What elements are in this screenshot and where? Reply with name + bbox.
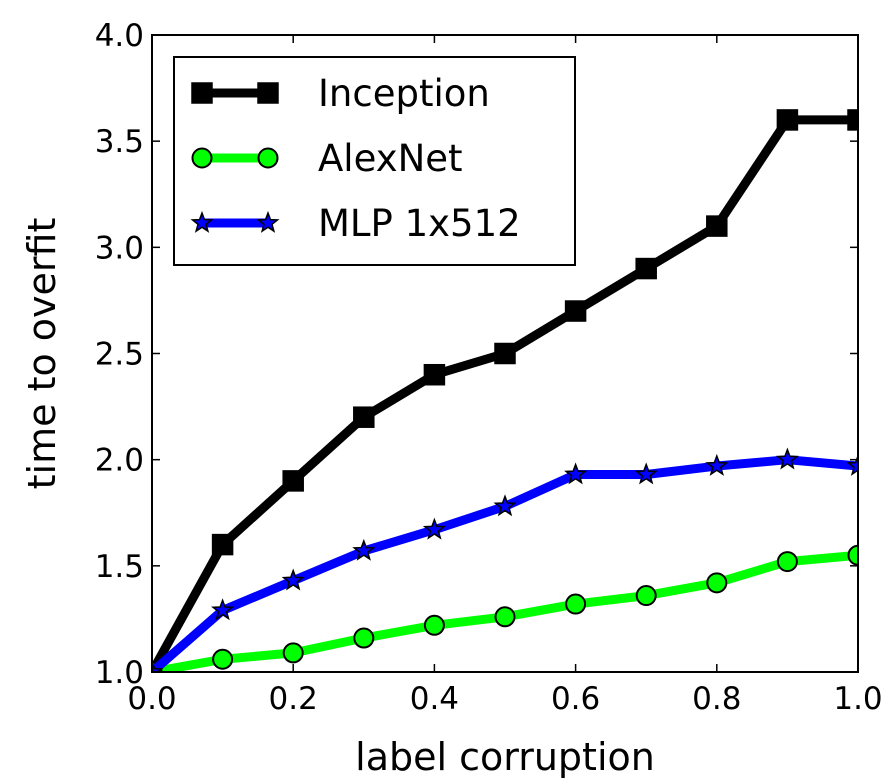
y-tick-label: 3.5 (95, 124, 144, 160)
data-point (281, 568, 305, 591)
x-tick-label: 0.2 (269, 681, 318, 717)
data-point (776, 551, 798, 573)
x-tick-label: 1.0 (833, 681, 882, 717)
y-tick-label: 2.0 (95, 443, 144, 479)
legend-marker (191, 147, 213, 169)
y-tick-label: 3.0 (95, 230, 144, 266)
legend-marker (191, 82, 213, 104)
y-tick-label: 2.5 (95, 337, 144, 373)
x-tick-label: 0.6 (551, 681, 600, 717)
data-point (494, 606, 516, 628)
legend-label: MLP 1x512 (318, 202, 521, 245)
legend-marker (190, 210, 214, 233)
plot-series-group (152, 109, 858, 672)
data-point (423, 363, 446, 386)
y-tick-label: 1.0 (95, 655, 144, 691)
data-point (211, 533, 234, 556)
y-tick-label: 1.5 (95, 549, 144, 585)
y-axis-label: time to overfit (20, 218, 64, 490)
data-point (565, 593, 587, 615)
data-point (776, 109, 799, 131)
data-point (211, 598, 235, 621)
x-tick-label: 0.4 (410, 681, 459, 717)
data-point (847, 544, 858, 566)
data-point (282, 642, 304, 664)
data-point (494, 342, 516, 365)
data-point (635, 257, 657, 280)
series-mlp-1x512 (152, 447, 858, 672)
y-tick-label: 4.0 (95, 18, 144, 54)
data-point (635, 585, 657, 607)
legend-entry: MLP 1x512 (190, 202, 521, 245)
legend-label: Inception (318, 72, 490, 115)
data-point (353, 627, 375, 649)
data-point (705, 453, 729, 476)
data-point (564, 462, 588, 485)
legend-entry: AlexNet (191, 137, 463, 180)
data-point (634, 462, 658, 485)
data-point (564, 300, 587, 322)
legend-marker (257, 82, 279, 104)
data-point (282, 470, 304, 492)
data-point (706, 572, 728, 594)
data-point (847, 109, 858, 131)
data-point (423, 614, 445, 636)
x-axis-label: label corruption (355, 735, 655, 779)
data-point (775, 447, 799, 470)
series-inception (152, 109, 858, 672)
axis-ticks: 0.0 0.2 0.4 0.6 0.8 1.0 1.0 1.5 2.0 2.5 3.0 3.5 4.0 (95, 18, 883, 717)
series-alexnet (152, 544, 858, 672)
x-tick-label: 0.8 (692, 681, 741, 717)
data-point (706, 215, 728, 237)
legend-marker (257, 147, 279, 169)
data-point (352, 538, 376, 561)
data-point (846, 453, 858, 476)
data-point (212, 648, 234, 670)
x-tick-label: 0.0 (127, 681, 176, 717)
series-line (152, 455, 858, 672)
legend-label: AlexNet (318, 137, 463, 180)
legend-entry: Inception (191, 72, 490, 115)
data-point (353, 406, 375, 428)
legend: Inception AlexNet MLP 1x512 (173, 56, 576, 266)
legend-marker (256, 210, 280, 233)
data-point (422, 517, 446, 540)
data-point (493, 494, 517, 517)
data-point (152, 659, 164, 672)
